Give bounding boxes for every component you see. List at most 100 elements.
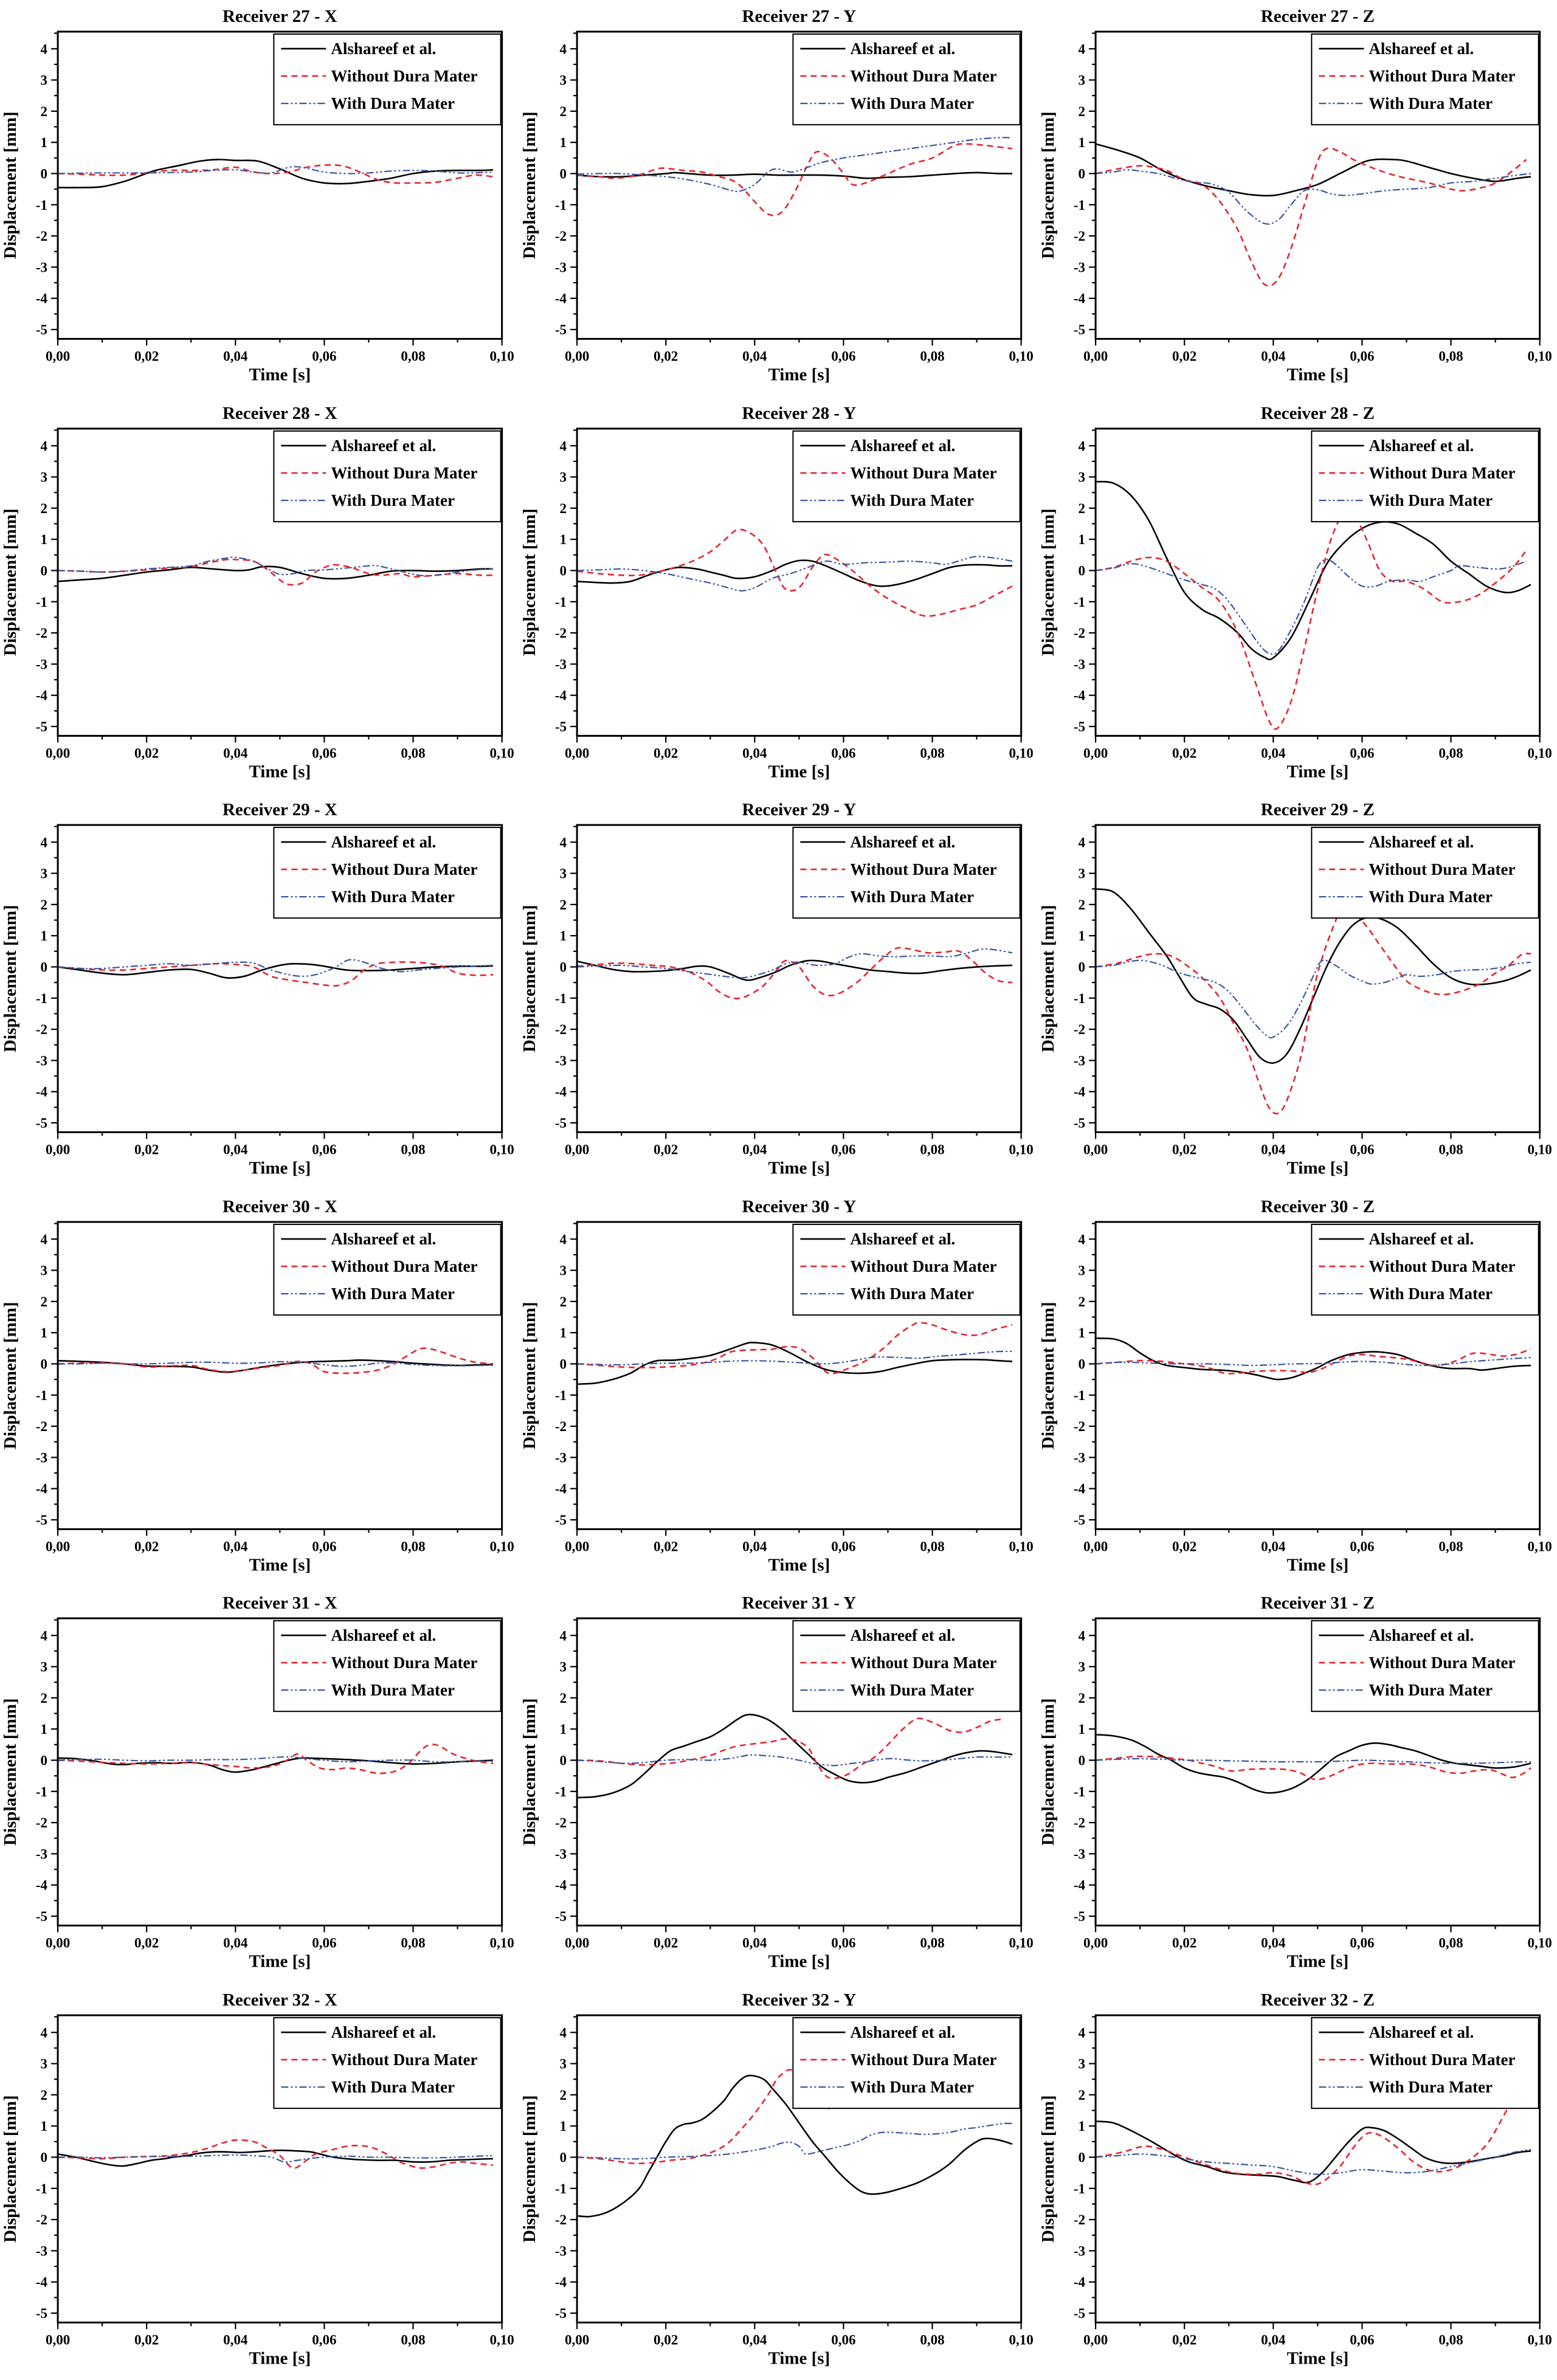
y-tick-label: -1 — [36, 197, 47, 213]
x-tick-label: 0,08 — [401, 1141, 425, 1157]
x-tick-label: 0,08 — [401, 1538, 425, 1554]
series-without-dura-mater — [576, 143, 1012, 216]
series-alshareef-et-al — [1096, 1734, 1531, 1794]
y-tick-label: -1 — [555, 990, 567, 1006]
y-tick-label: -3 — [36, 656, 47, 672]
y-tick-label: 4 — [1079, 1627, 1086, 1643]
legend-label-alshareef-et-al: Alshareef et al. — [331, 1230, 436, 1248]
y-tick-label: -3 — [1074, 2243, 1085, 2258]
chart-receiver-29-x: Receiver 29 - X 4 3 2 1 0 -1 -2 -3 -4 -5 0,00 0,02 0,… — [0, 793, 519, 1190]
y-tick-label: -1 — [555, 593, 567, 609]
x-tick-label: 0,02 — [1172, 1141, 1196, 1157]
x-tick-label: 0,08 — [401, 745, 425, 761]
x-tick-label: 0,06 — [312, 1934, 336, 1950]
legend: Alshareef et al. Without Dura Mater With D… — [1311, 827, 1539, 919]
y-tick-label: 1 — [1079, 1721, 1086, 1737]
x-tick-label: 0,10 — [490, 2331, 514, 2347]
y-tick-label: 2 — [1079, 1293, 1086, 1309]
y-tick-label: 1 — [41, 1325, 48, 1340]
y-tick-label: -4 — [36, 687, 48, 703]
x-tick-label: 0,06 — [831, 745, 855, 761]
x-tick-label: 0,10 — [1009, 348, 1033, 364]
x-tick-label: 0,04 — [1262, 1141, 1286, 1157]
y-tick-label: 0 — [559, 562, 567, 578]
y-tick-label: 1 — [41, 2118, 48, 2134]
series-without-dura-mater — [1096, 147, 1527, 287]
x-axis-label: Time [s] — [1287, 2348, 1349, 2368]
x-tick-label: 0,08 — [920, 348, 944, 364]
series-with-dura-mater — [58, 556, 494, 576]
x-tick-label: 0,04 — [742, 1141, 767, 1157]
x-tick-label: 0,00 — [1083, 745, 1108, 761]
legend-label-alshareef-et-al: Alshareef et al. — [331, 833, 436, 851]
legend-label-with-dura-mater: With Dura Mater — [850, 1285, 974, 1303]
x-tick-label: 0,04 — [1262, 348, 1286, 364]
y-tick-label: -4 — [555, 291, 567, 306]
x-tick-label: 0,00 — [1083, 1141, 1108, 1157]
y-tick-label: -1 — [1074, 2180, 1085, 2196]
legend-label-alshareef-et-al: Alshareef et al. — [1369, 833, 1474, 851]
chart-canvas-receiver-31-y: Receiver 31 - Y 4 3 2 1 0 -1 -2 -3 -4 -5 0,00 0,02 0,… — [520, 1593, 1034, 1971]
x-tick-label: 0,08 — [920, 1141, 944, 1157]
series-without-dura-mater — [58, 1347, 494, 1374]
plot-area — [58, 1744, 494, 1775]
legend-label-with-dura-mater: With Dura Mater — [850, 1681, 974, 1699]
legend: Alshareef et al. Without Dura Mater With D… — [792, 2016, 1021, 2109]
y-tick-label: -2 — [555, 2212, 567, 2227]
y-tick-label: 4 — [41, 438, 48, 454]
y-tick-label: 4 — [559, 41, 567, 57]
y-tick-label: 0 — [1079, 165, 1086, 181]
y-tick-label: -2 — [555, 1815, 567, 1830]
x-axis-label: Time [s] — [1287, 762, 1349, 781]
y-tick-label: -4 — [1074, 1084, 1086, 1100]
y-tick-label: -1 — [555, 2180, 567, 2196]
series-alshareef-et-al — [58, 1757, 494, 1773]
y-tick-label: -3 — [555, 2243, 567, 2258]
axis-ticks — [570, 1619, 1022, 1933]
x-tick-label: 0,10 — [1009, 1141, 1033, 1157]
x-tick-label: 0,00 — [1083, 1538, 1108, 1554]
axis-ticks — [51, 1223, 503, 1536]
x-tick-label: 0,10 — [1009, 1538, 1033, 1554]
y-tick-label: -2 — [36, 1815, 47, 1830]
y-tick-label: -5 — [36, 1908, 47, 1924]
y-tick-label: 2 — [41, 103, 48, 119]
y-tick-label: 0 — [1079, 2149, 1086, 2165]
x-tick-label: 0,04 — [1262, 745, 1286, 761]
plot-area — [1096, 143, 1531, 287]
x-tick-label: 0,06 — [1350, 2331, 1375, 2347]
y-tick-label: -2 — [1074, 1815, 1085, 1830]
legend-label-without-dura-mater: Without Dura Mater — [1369, 464, 1516, 482]
x-tick-label: 0,08 — [1439, 745, 1463, 761]
y-tick-label: -4 — [555, 1877, 567, 1893]
legend-label-alshareef-et-al: Alshareef et al. — [850, 2023, 955, 2041]
x-tick-label: 0,06 — [1350, 1934, 1375, 1950]
x-tick-label: 0,06 — [831, 1141, 855, 1157]
x-axis-label: Time [s] — [1287, 1555, 1349, 1575]
series-with-dura-mater — [576, 1754, 1012, 1767]
x-axis-label: Time [s] — [249, 1158, 311, 1178]
y-tick-label: -4 — [36, 291, 48, 306]
legend-label-alshareef-et-al: Alshareef et al. — [1369, 1230, 1474, 1248]
y-tick-label: 2 — [41, 897, 48, 912]
y-tick-label: -2 — [1074, 625, 1085, 641]
y-tick-label: 0 — [559, 165, 567, 181]
y-tick-label: 1 — [1079, 531, 1086, 547]
plot-area — [58, 2139, 494, 2169]
x-tick-label: 0,06 — [312, 1538, 336, 1554]
legend-label-without-dura-mater: Without Dura Mater — [331, 1257, 477, 1275]
chart-title: Receiver 27 - Y — [742, 7, 856, 26]
series-alshareef-et-al — [576, 171, 1012, 179]
series-without-dura-mater — [576, 528, 1013, 617]
x-axis-label: Time [s] — [1287, 365, 1349, 384]
legend-label-without-dura-mater: Without Dura Mater — [850, 464, 996, 482]
y-tick-label: 0 — [559, 959, 567, 974]
x-tick-label: 0,02 — [134, 1141, 159, 1157]
plot-area — [58, 556, 494, 585]
series-alshareef-et-al — [1096, 1337, 1531, 1380]
y-tick-label: 4 — [559, 438, 567, 454]
x-tick-label: 0,06 — [831, 1538, 855, 1554]
legend-label-with-dura-mater: With Dura Mater — [331, 491, 455, 509]
series-without-dura-mater — [1096, 2072, 1528, 2185]
y-axis-label: Displacement [mm] — [520, 905, 539, 1052]
